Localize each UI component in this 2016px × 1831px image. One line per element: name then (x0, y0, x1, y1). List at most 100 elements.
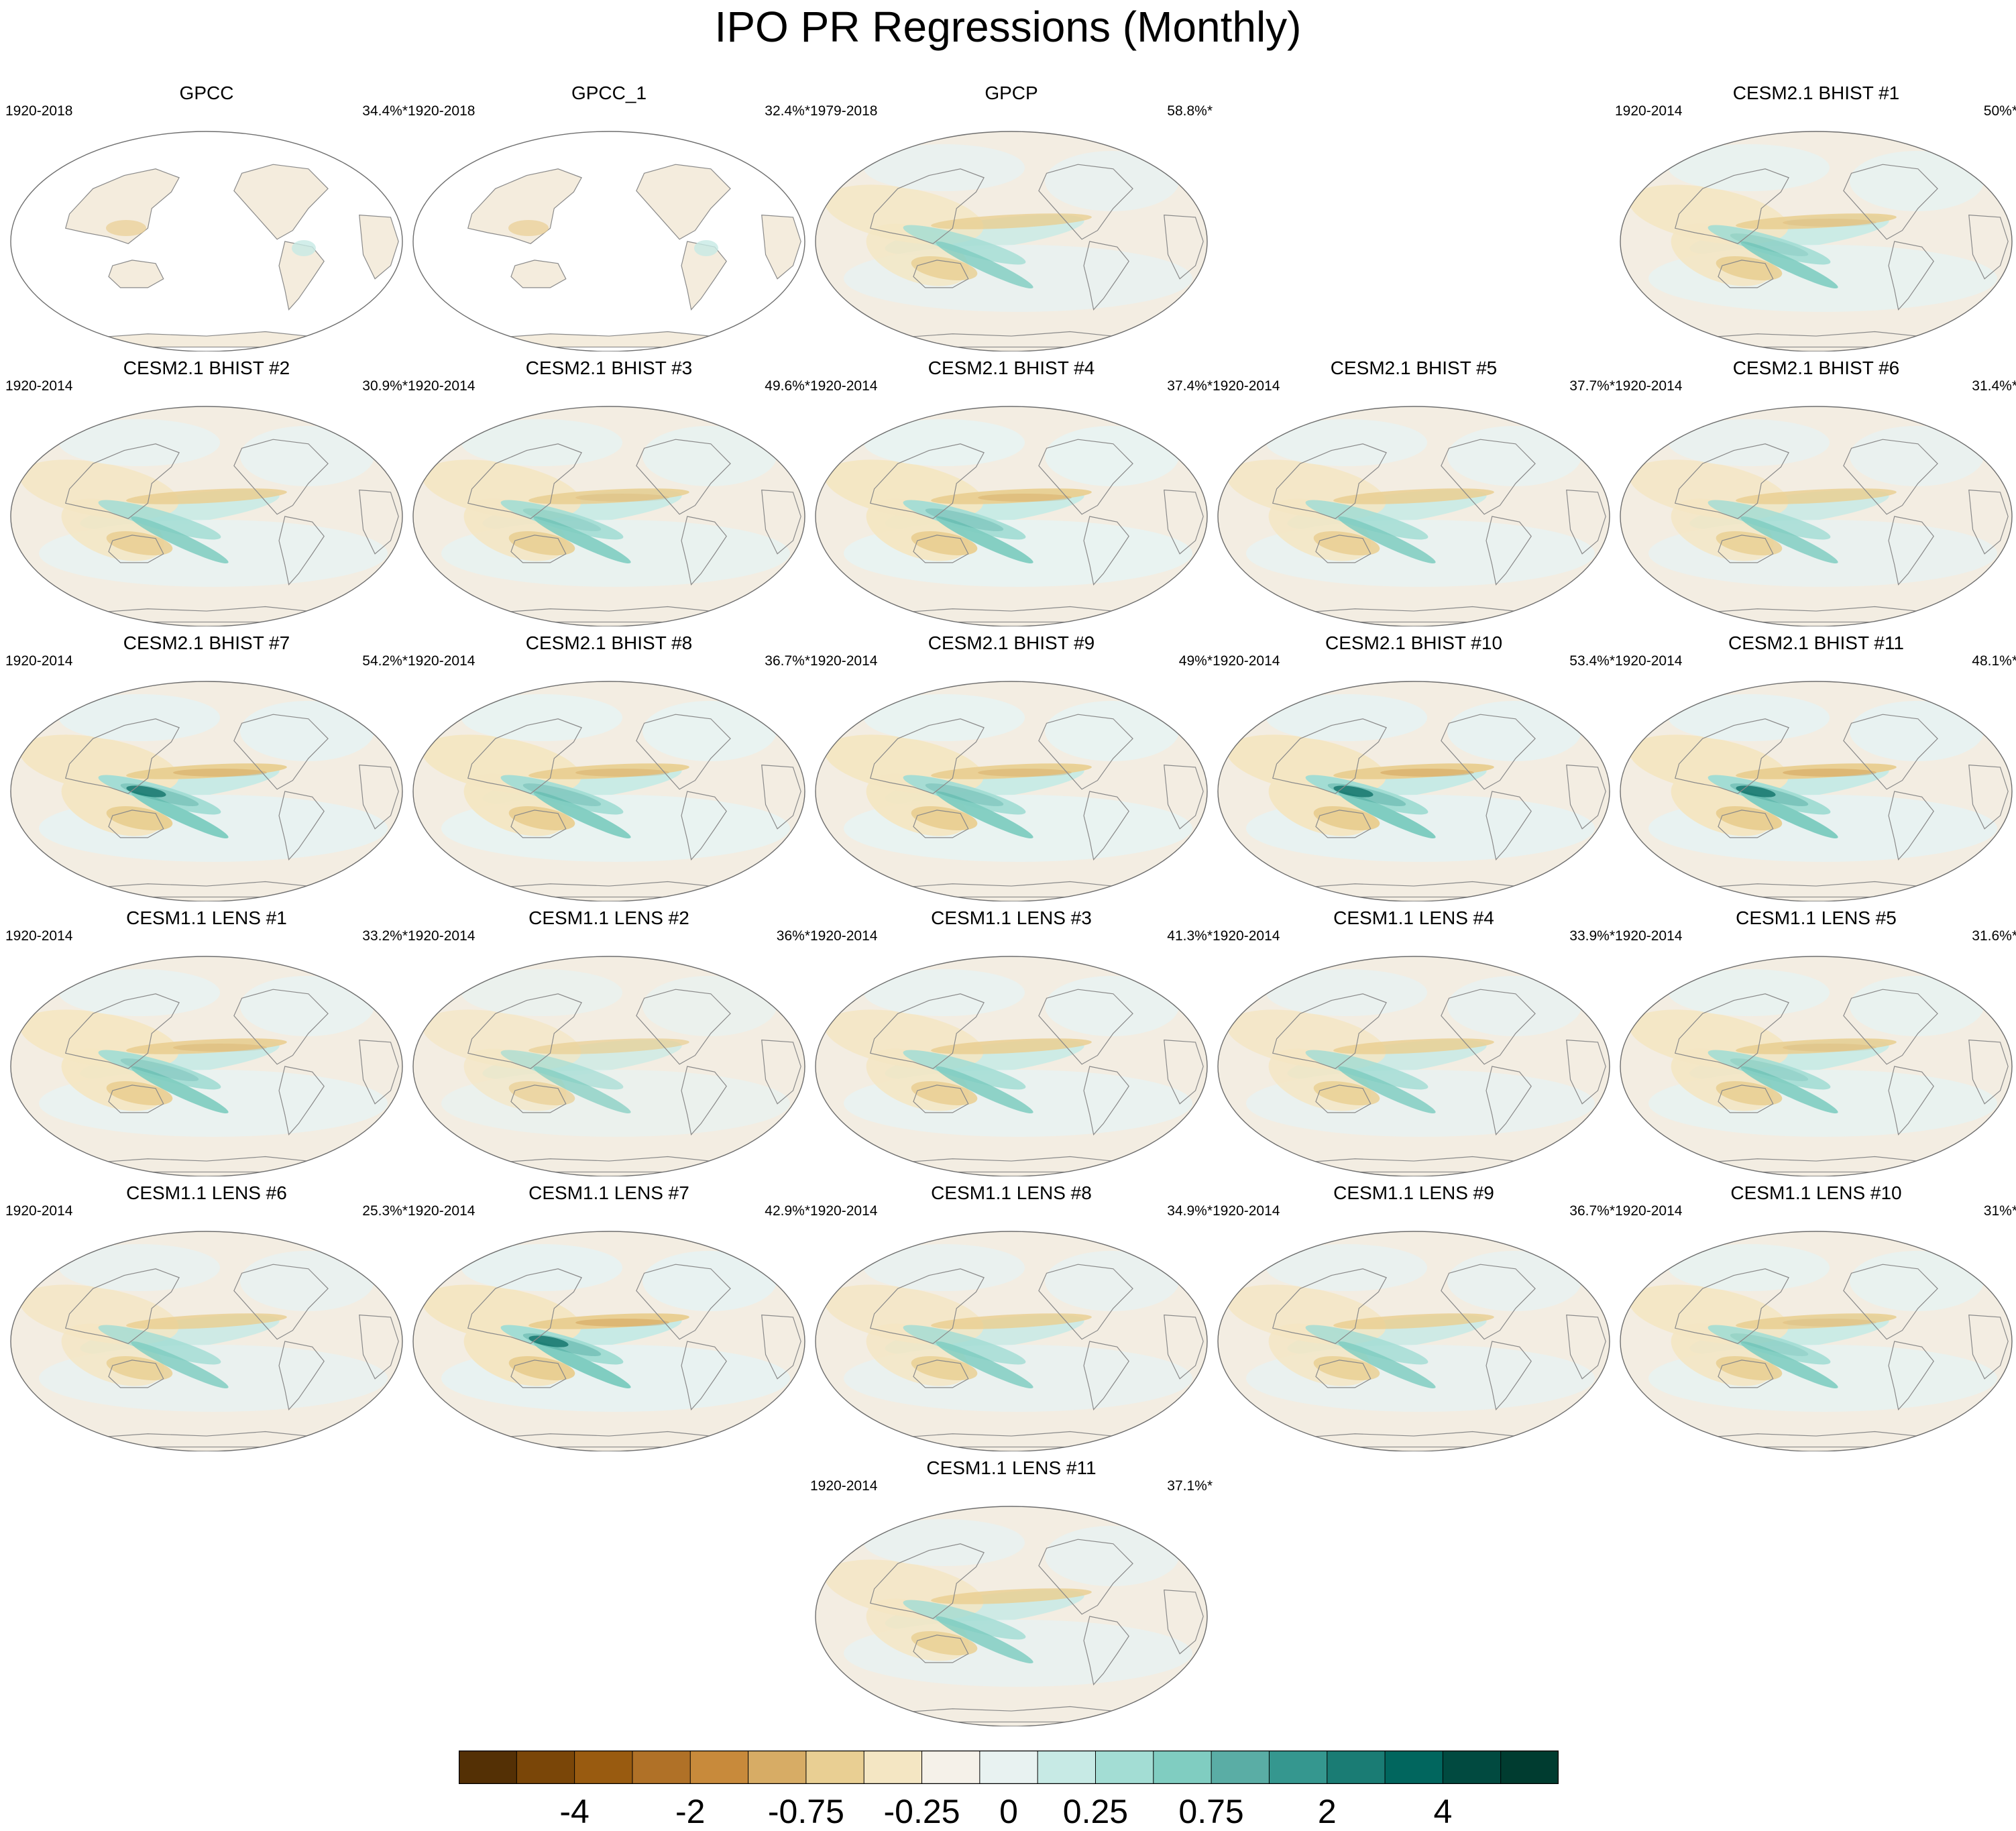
colorbar-bin (1443, 1751, 1502, 1784)
panel-period: 1920-2018 (408, 103, 475, 119)
colorbar-bin (516, 1751, 575, 1784)
panel-period: 1920-2014 (810, 1478, 878, 1494)
map-plot (1620, 956, 2013, 1176)
panel-period: 1920-2014 (1615, 653, 1683, 669)
map-plot (1620, 1231, 2013, 1451)
coastline-africa (1164, 764, 1204, 830)
map-border (815, 1506, 1208, 1726)
panel-percent: 49.6%* (765, 378, 810, 394)
panel-title: CESM1.1 LENS #10 (1730, 1182, 1902, 1203)
panel-title: CESM2.1 BHIST #5 (1330, 357, 1498, 378)
panel-period: 1920-2014 (5, 928, 73, 944)
panel-percent: 36.7%* (765, 653, 810, 669)
map-panel: GPCC_1 1920-2018 32.4%* (408, 83, 810, 351)
coastline-south-america (1486, 791, 1532, 861)
coastline-north-america (233, 439, 329, 515)
coastline-south-america (1083, 1066, 1129, 1135)
panel-percent: 31%* (1983, 1203, 2016, 1219)
panel-title: CESM1.1 LENS #3 (931, 907, 1092, 928)
coastline-north-america (233, 1264, 329, 1340)
coastline-asia (1272, 718, 1387, 794)
coastline-north-america (1038, 1264, 1133, 1340)
map-field (1620, 681, 2012, 901)
coastline-south-america (681, 516, 727, 586)
map-plot (815, 131, 1208, 351)
coastline-antarctica (1694, 1156, 1938, 1173)
coastline-australia (108, 535, 164, 563)
coastline-asia (1675, 718, 1789, 794)
map-field (1620, 1231, 2012, 1451)
colorbar-bin (1038, 1751, 1096, 1784)
coastline-asia (870, 443, 985, 519)
coastline-south-america (681, 1066, 727, 1135)
coastline-antarctica (1694, 331, 1938, 348)
coastline-north-america (233, 989, 329, 1065)
map-plot (10, 956, 403, 1176)
coastline-north-america (1038, 989, 1133, 1065)
panel-period: 1920-2014 (408, 378, 475, 394)
map-panel: CESM1.1 LENS #6 1920-2014 25.3%* (5, 1183, 408, 1451)
map-background (413, 131, 805, 351)
panel-title: CESM2.1 BHIST #8 (525, 632, 693, 653)
coastline-africa (761, 1039, 801, 1105)
map-border (412, 1231, 805, 1451)
panel-percent: 50%* (1983, 103, 2016, 119)
coastline-south-america (278, 791, 325, 861)
panel-percent: 37.1%* (1167, 1478, 1213, 1494)
colorbar-tick-label: -0.75 (767, 1793, 844, 1830)
map-panel: CESM1.1 LENS #10 1920-2014 31%* (1615, 1183, 2016, 1451)
colorbar-tick-label: 2 (1317, 1793, 1337, 1830)
coastline-antarctica (487, 331, 731, 348)
coastline-asia (65, 443, 180, 519)
map-border (815, 131, 1208, 351)
panel-percent: 37.7%* (1569, 378, 1615, 394)
coastline-south-america (1888, 516, 1934, 586)
map-plot (815, 406, 1208, 626)
colorbar-bin (632, 1751, 691, 1784)
coastline-south-america (1888, 1341, 1934, 1410)
colorbar-bin (864, 1751, 923, 1784)
map-panel: GPCP 1979-2018 58.8%* (810, 83, 1213, 351)
panel-period: 1920-2014 (5, 653, 73, 669)
coastline-north-america (1441, 1264, 1536, 1340)
coastline-south-america (1083, 516, 1129, 586)
coastline-africa (1566, 489, 1606, 555)
coastline-asia (65, 1268, 180, 1344)
panel-title: CESM2.1 BHIST #1 (1732, 82, 1900, 103)
map-field (816, 406, 1207, 626)
map-field (11, 406, 402, 626)
coastline-africa (1164, 1039, 1204, 1105)
coastline-africa (761, 764, 801, 830)
panel-percent: 36%* (776, 928, 810, 944)
coastline-africa (359, 1039, 399, 1105)
panel-period: 1920-2014 (810, 1203, 878, 1219)
coastline-australia (913, 1634, 969, 1663)
map-plot (10, 1231, 403, 1451)
colorbar-bin (1095, 1751, 1154, 1784)
coastline-antarctica (1292, 1431, 1536, 1448)
coastline-antarctica (85, 1156, 329, 1173)
panel-period: 1920-2014 (1615, 103, 1683, 119)
figure-title: IPO PR Regressions (Monthly) (714, 3, 1302, 51)
coastline-antarctica (889, 1156, 1133, 1173)
map-panel: CESM1.1 LENS #1 1920-2014 33.2%* (5, 908, 408, 1176)
coastline-africa (1164, 214, 1204, 280)
map-field (1218, 406, 1610, 626)
map-panel: CESM2.1 BHIST #8 1920-2014 36.7%* (408, 633, 810, 901)
coastline-africa (1968, 1039, 2009, 1105)
map-border (1217, 681, 1610, 901)
coastline-africa (1164, 489, 1204, 555)
colorbar-bin (1211, 1751, 1270, 1784)
panel-title: CESM2.1 BHIST #4 (928, 357, 1095, 378)
map-border (412, 131, 805, 351)
panel-title: GPCP (985, 82, 1038, 103)
map-plot (815, 1506, 1208, 1726)
map-field (11, 1231, 402, 1451)
panel-title: CESM1.1 LENS #5 (1736, 907, 1897, 928)
panel-period: 1920-2014 (1615, 378, 1683, 394)
panel-percent: 48.1%* (1972, 653, 2016, 669)
map-panel: CESM1.1 LENS #9 1920-2014 36.7%* (1213, 1183, 1615, 1451)
map-field (816, 1506, 1207, 1726)
coastline-antarctica (85, 881, 329, 898)
panel-period: 1920-2014 (408, 928, 475, 944)
